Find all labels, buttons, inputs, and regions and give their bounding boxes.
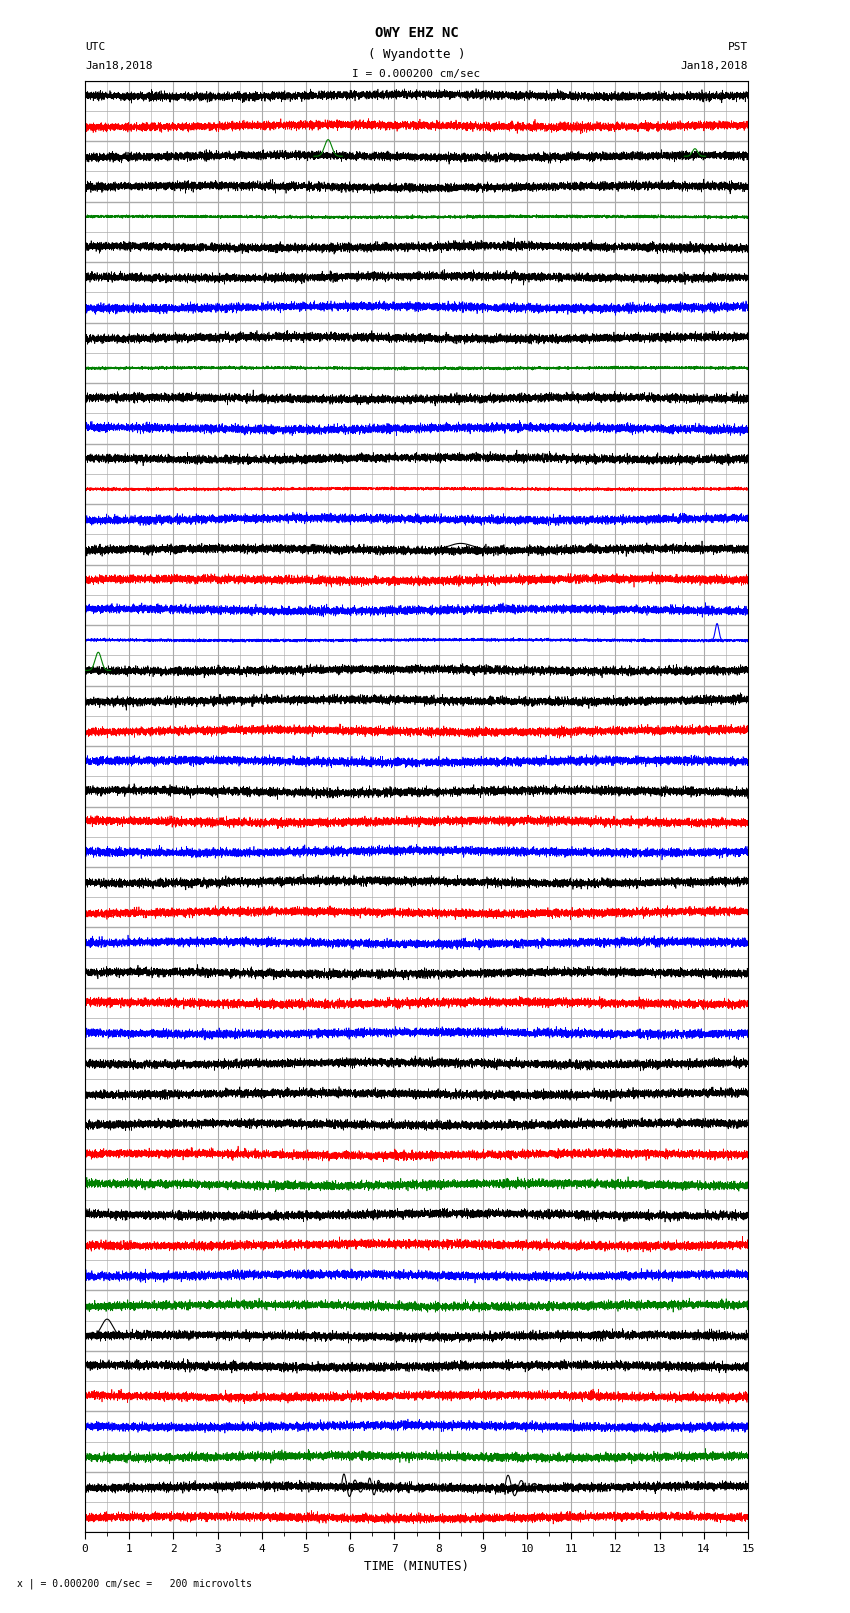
Text: UTC: UTC — [85, 42, 105, 52]
Text: OWY EHZ NC: OWY EHZ NC — [375, 26, 458, 40]
Text: x | = 0.000200 cm/sec =   200 microvolts: x | = 0.000200 cm/sec = 200 microvolts — [17, 1578, 252, 1589]
Text: ( Wyandotte ): ( Wyandotte ) — [368, 48, 465, 61]
Text: PST: PST — [728, 42, 748, 52]
Text: I = 0.000200 cm/sec: I = 0.000200 cm/sec — [353, 69, 480, 79]
Text: Jan18,2018: Jan18,2018 — [681, 61, 748, 71]
Text: Jan18,2018: Jan18,2018 — [85, 61, 152, 71]
X-axis label: TIME (MINUTES): TIME (MINUTES) — [364, 1560, 469, 1573]
